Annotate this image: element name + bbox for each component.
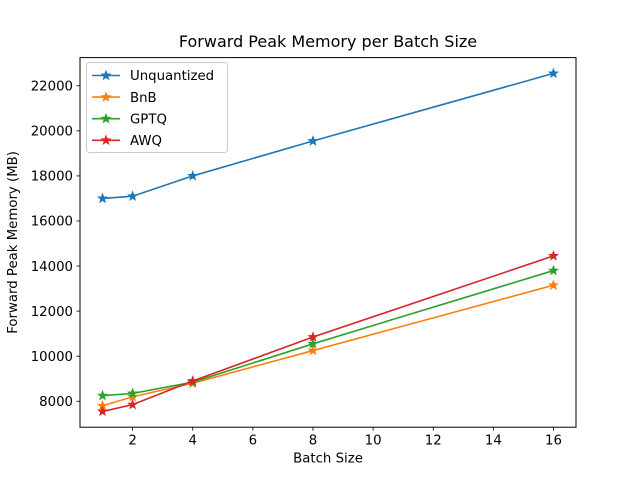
x-tick-label: 8 <box>309 434 317 449</box>
y-tick-label: 16000 <box>31 215 73 230</box>
marker-star-gptq <box>547 264 560 276</box>
x-tick-label: 16 <box>545 434 562 449</box>
legend-marker-star <box>100 134 112 146</box>
legend-box <box>86 62 228 153</box>
marker-star-unquantized <box>96 192 109 204</box>
x-tick-label: 4 <box>188 434 196 449</box>
marker-star-bnb <box>307 344 319 356</box>
plot-generated-content: 2 4 6 8 10 12 14 16 8000 10000 12000 14000 16000 1800… <box>31 57 577 449</box>
y-axis-label: Forward Peak Memory (MB) <box>6 151 21 334</box>
marker-star-bnb <box>547 279 560 290</box>
y-tick-label: 8000 <box>39 395 73 410</box>
legend-item: Unquantized <box>92 69 214 84</box>
series-line-bnb <box>102 284 554 407</box>
marker-star-gptq <box>307 337 319 349</box>
plot-area <box>79 57 577 428</box>
legend-label: BnB <box>130 91 157 106</box>
y-tick-label: 22000 <box>31 79 73 94</box>
x-tick-label: 6 <box>249 434 257 449</box>
chart-title: Forward Peak Memory per Batch Size <box>179 32 477 51</box>
marker-star-unquantized <box>307 135 319 146</box>
marker-star-unquantized <box>187 170 199 181</box>
legend-marker-star <box>100 69 112 81</box>
y-tick-label: 14000 <box>31 260 73 275</box>
legend-marker-star <box>100 91 112 102</box>
marker-star-awq <box>307 331 319 342</box>
legend-item: AWQ <box>92 134 162 149</box>
y-tick-label: 10000 <box>31 350 73 365</box>
y-tick-label: 20000 <box>31 125 73 140</box>
series-line-gptq <box>102 269 554 397</box>
marker-star-awq <box>547 250 560 261</box>
x-tick-label: 10 <box>365 434 382 449</box>
legend-label: AWQ <box>130 134 162 149</box>
marker-star-awq <box>127 398 139 410</box>
legend-marker-star <box>100 112 112 124</box>
marker-star-awq <box>187 375 199 386</box>
x-tick-label: 14 <box>485 434 502 449</box>
marker-star-gptq <box>96 389 109 401</box>
x-tick-label: 2 <box>128 434 136 449</box>
marker-star-awq <box>96 405 109 417</box>
marker-star-unquantized <box>127 190 139 201</box>
legend-label: GPTQ <box>130 112 167 127</box>
marker-star-gptq <box>127 387 139 399</box>
legend-item: GPTQ <box>92 112 167 127</box>
legend: Unquantized BnB GPTQ AWQ <box>86 62 228 153</box>
y-tick-label: 12000 <box>31 305 73 320</box>
marker-star-unquantized <box>547 67 560 79</box>
y-tick-label: 18000 <box>31 170 73 185</box>
legend-item: BnB <box>92 91 157 106</box>
legend-label: Unquantized <box>130 69 214 84</box>
x-axis-label: Batch Size <box>293 452 363 467</box>
x-tick-label: 12 <box>425 434 442 449</box>
